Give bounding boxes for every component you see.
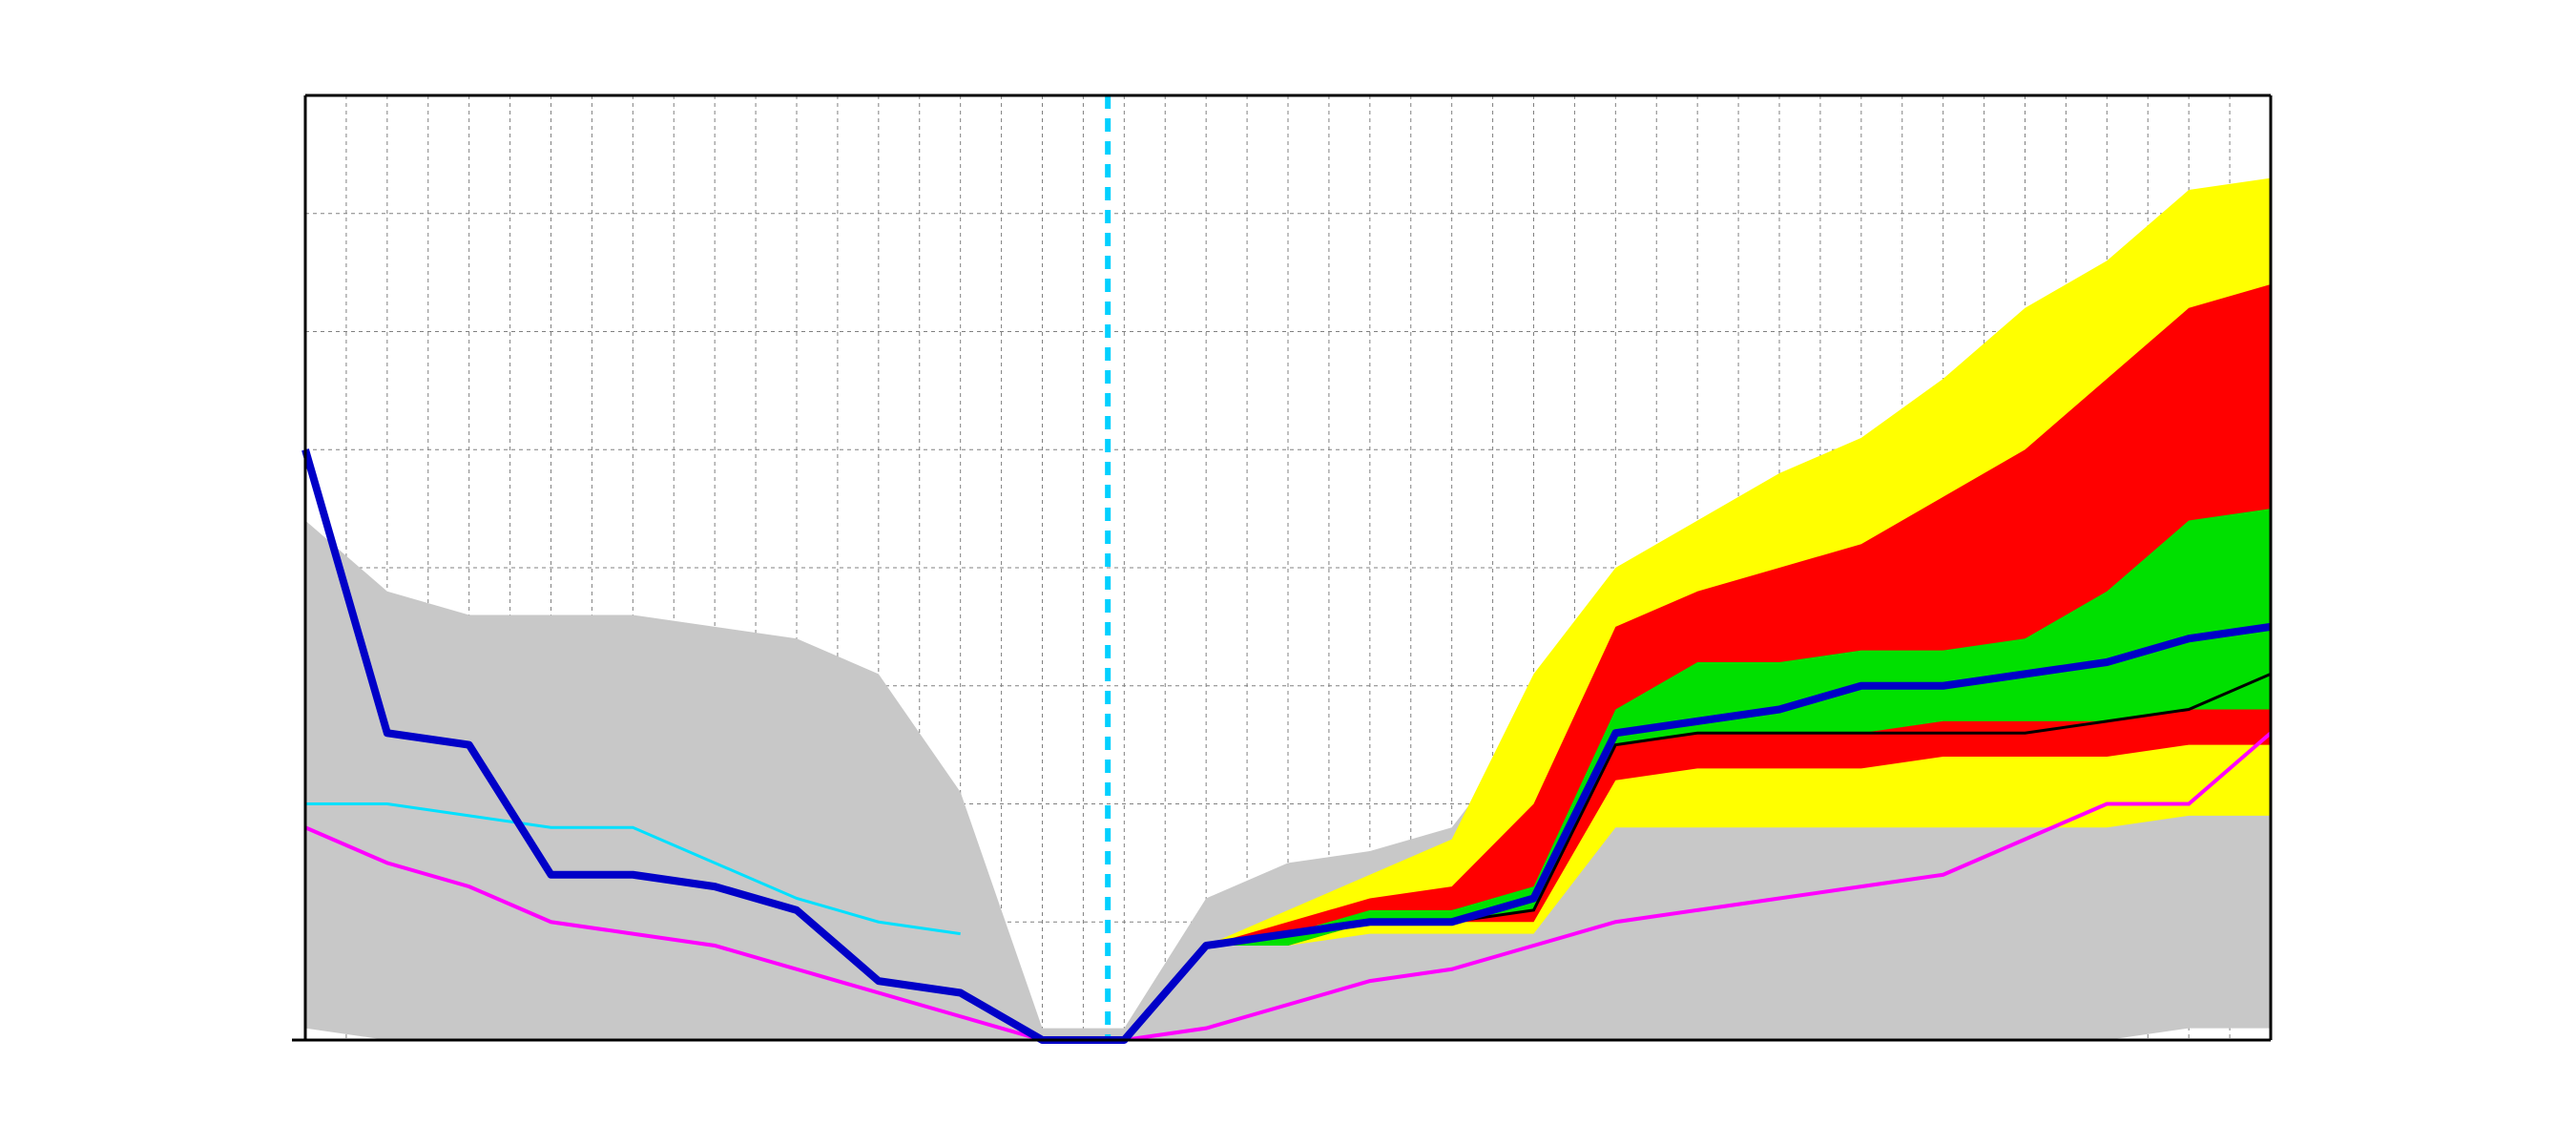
precipitation-chart bbox=[0, 0, 2576, 1145]
chart-container bbox=[0, 0, 2576, 1145]
